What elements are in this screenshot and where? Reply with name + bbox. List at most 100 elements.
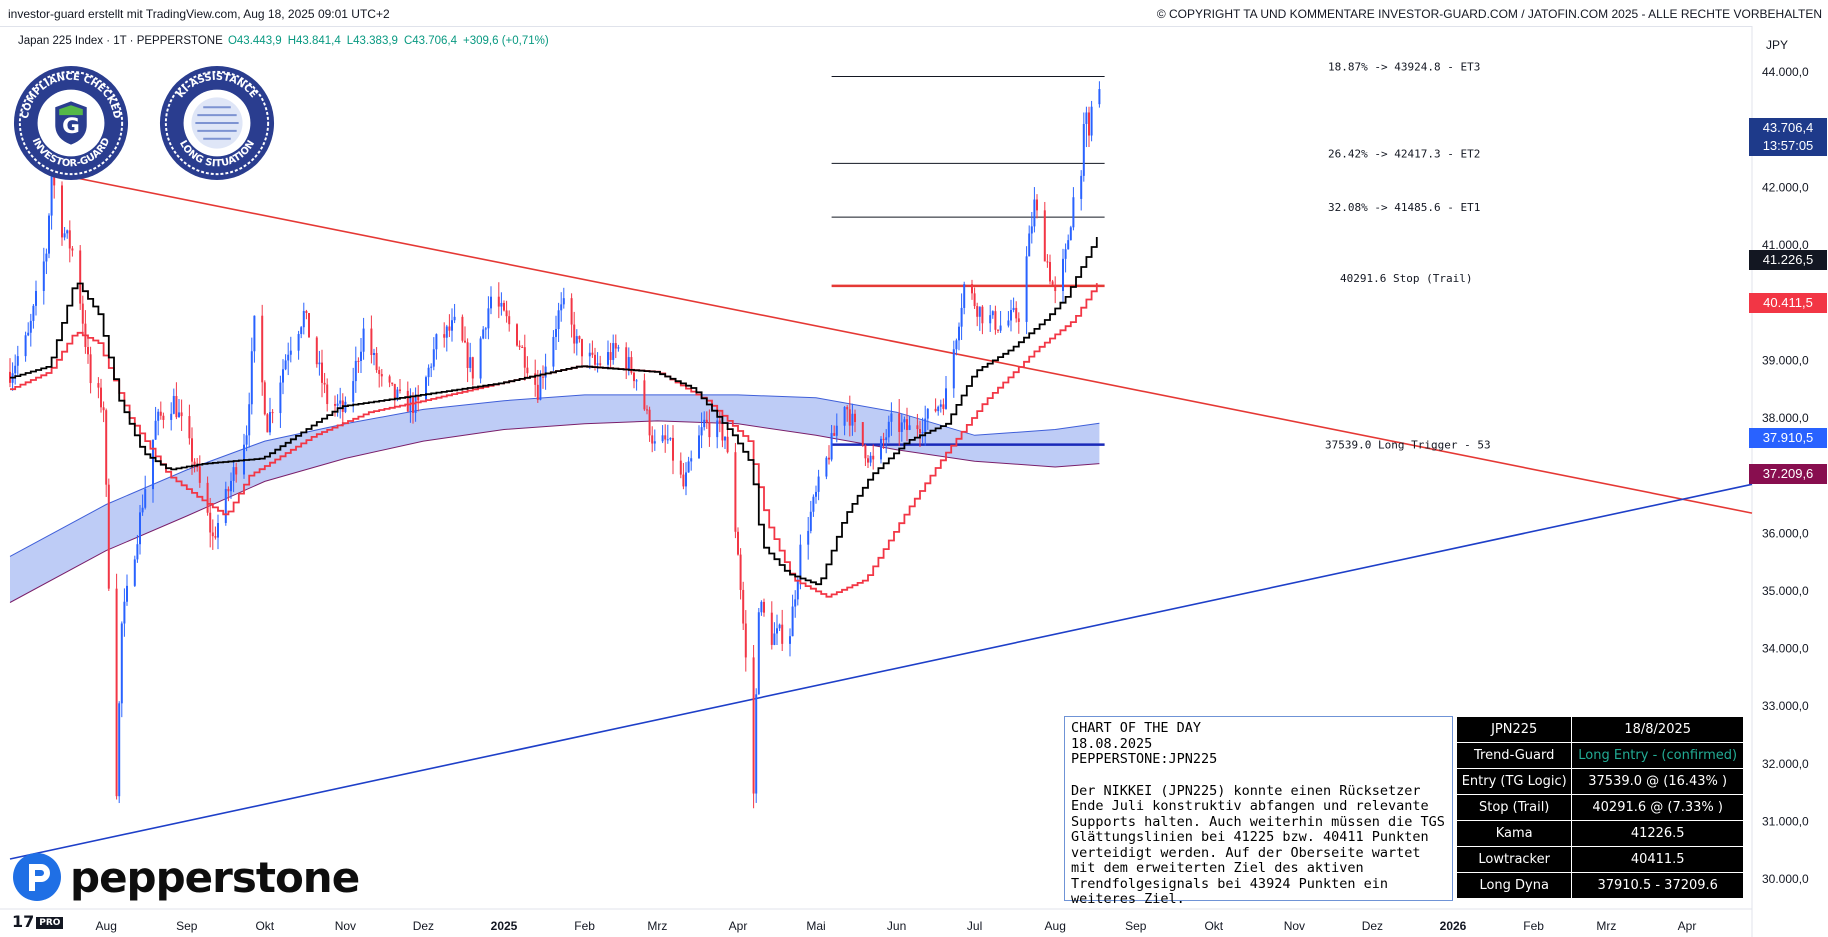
candle-body	[539, 376, 542, 400]
candle-body	[864, 445, 867, 459]
candle-body	[230, 480, 232, 492]
candle-body	[479, 338, 482, 379]
candle-body	[487, 308, 490, 329]
candle-body	[599, 363, 602, 365]
y-tick-label: 33.000,0	[1762, 699, 1809, 713]
candle-body	[997, 329, 999, 331]
candle-body	[66, 230, 69, 234]
candle-body	[245, 435, 248, 445]
candle-body	[612, 343, 615, 360]
candle-body	[380, 374, 383, 377]
candle-body	[825, 457, 828, 477]
candle-body	[724, 436, 726, 441]
candle-body	[284, 360, 287, 370]
candle-body	[552, 336, 555, 367]
x-tick-label: 2025	[491, 919, 518, 933]
candle-body	[469, 357, 472, 368]
x-tick-label: Sep	[176, 919, 198, 933]
candle-body	[430, 366, 433, 368]
candle-body	[180, 412, 183, 417]
candle-body	[211, 532, 214, 537]
x-tick-label: Feb	[574, 919, 595, 933]
candle-body	[791, 606, 794, 637]
candle-body	[718, 420, 721, 423]
x-tick-label: Okt	[255, 919, 274, 933]
last-price-label: 43.706,4	[1749, 118, 1827, 138]
candle-body	[646, 409, 648, 411]
candle-body	[1082, 124, 1085, 176]
candle-body	[282, 369, 284, 383]
compliance-checked-badge: G COMPLIANCE CHECKED INVESTOR-GUARD	[13, 65, 129, 181]
candle-body	[690, 458, 693, 462]
candle-body	[61, 185, 63, 238]
candle-body	[362, 328, 365, 352]
candle-body	[781, 624, 784, 644]
tradingview-logo[interactable]: 17 PRO	[12, 912, 82, 932]
candle-body	[188, 416, 191, 439]
candle-body	[833, 433, 836, 436]
table-cell-key: Lowtracker	[1455, 846, 1573, 873]
ohlc-close: C43.706,4	[403, 35, 458, 47]
candle-body	[752, 657, 755, 794]
candle-body	[1080, 175, 1083, 199]
candle-body	[178, 412, 180, 418]
candle-body	[279, 382, 282, 414]
candle-body	[266, 414, 269, 433]
candle-body	[136, 544, 139, 560]
candle-body	[521, 346, 524, 348]
candle-body	[393, 384, 396, 399]
candle-body	[297, 334, 300, 351]
candle-body	[1064, 249, 1067, 259]
candle-body	[796, 579, 799, 600]
table-cell-key: Entry (TG Logic)	[1455, 768, 1573, 795]
candle-body	[1033, 199, 1036, 227]
candle-body	[126, 585, 128, 602]
candle-body	[100, 387, 102, 408]
table-cell-key: Stop (Trail)	[1455, 794, 1573, 821]
candle-body	[425, 377, 427, 401]
ohlc-low: L43.383,9	[346, 35, 398, 47]
y-tick-label: 32.000,0	[1762, 757, 1809, 771]
table-header-symbol: JPN225	[1455, 716, 1573, 743]
candle-body	[1062, 258, 1064, 292]
candle-body	[978, 306, 981, 317]
candle-body	[952, 349, 955, 389]
candle-body	[817, 476, 820, 492]
table-cell-key: Trend-Guard	[1455, 742, 1573, 769]
dyna-upper-label: 37.910,5	[1749, 428, 1827, 448]
currency-label[interactable]: JPY	[1766, 38, 1789, 52]
candle-body	[399, 389, 401, 391]
candle-body	[445, 326, 448, 338]
candle-body	[971, 284, 973, 294]
candle-body	[326, 384, 329, 405]
candle-body	[739, 554, 742, 590]
candle-body	[97, 383, 100, 388]
candle-body	[159, 411, 162, 416]
table-cell-value: 37539.0 @ (16.43% )	[1571, 768, 1744, 795]
table-cell-value: 41226.5	[1571, 820, 1744, 847]
candle-body	[685, 472, 687, 487]
candle-body	[232, 467, 235, 481]
candle-body	[302, 311, 305, 328]
candle-body	[945, 388, 947, 409]
table-row: Entry (TG Logic) 37539.0 @ (16.43% )	[1455, 768, 1744, 795]
candle-body	[934, 408, 937, 412]
candle-body	[235, 467, 238, 475]
candle-body	[170, 413, 173, 420]
y-tick-label: 35.000,0	[1762, 584, 1809, 598]
chart-of-the-day-box: CHART OF THE DAY 18.08.2025 PEPPERSTONE:…	[1064, 716, 1453, 907]
candle-body	[575, 336, 578, 344]
candle-body	[391, 382, 394, 385]
candle-body	[196, 466, 199, 468]
x-tick-label: Aug	[96, 919, 117, 933]
level-label: 26.42% -> 42417.3 - ET2	[1328, 147, 1480, 160]
candle-body	[560, 304, 563, 311]
candle-body	[227, 488, 230, 492]
ki-assistance-badge: KI-ASSISTANCE LONG SITUATION	[159, 65, 275, 181]
candle-body	[999, 325, 1002, 331]
symbol-name[interactable]: Japan 225 Index · 1T · PEPPERSTONE	[18, 35, 223, 47]
candle-body	[536, 384, 539, 400]
candle-body	[412, 397, 414, 413]
candle-body	[588, 352, 591, 357]
candle-body	[830, 433, 833, 460]
